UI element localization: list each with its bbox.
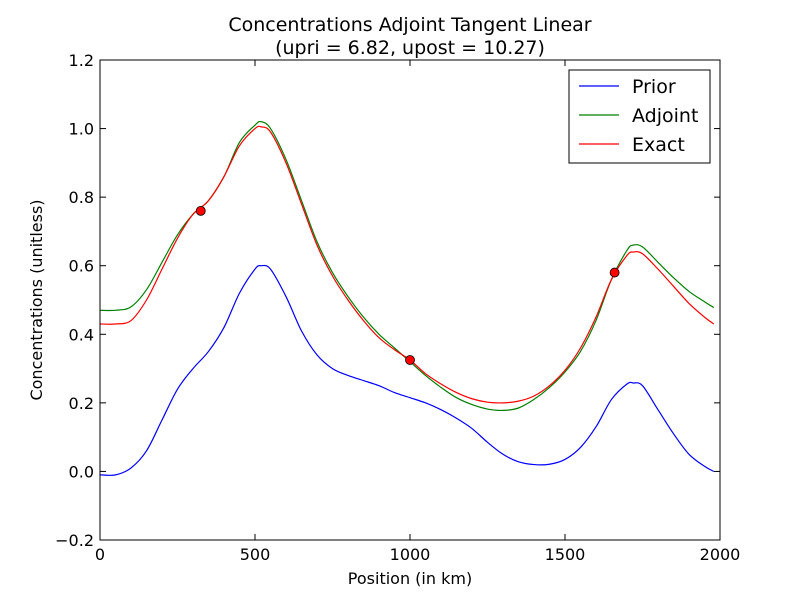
legend-label-adjoint: Adjoint (632, 105, 698, 127)
x-tick-label: 0 (95, 545, 105, 564)
x-axis-ticks: 0 500 1000 1500 2000 (95, 60, 740, 564)
y-tick-label: 0.8 (69, 188, 94, 207)
x-axis-label: Position (in km) (348, 569, 472, 588)
x-tick-label: 1000 (390, 545, 431, 564)
y-tick-label: 1.2 (69, 51, 94, 70)
series-line-prior (100, 264, 715, 476)
observation-point-2 (405, 355, 415, 365)
legend-label-exact: Exact (632, 134, 685, 156)
x-tick-label: 1500 (545, 545, 586, 564)
y-tick-label: 1.0 (69, 120, 94, 139)
x-tick-label: 500 (240, 545, 271, 564)
y-tick-label: 0.4 (69, 325, 94, 344)
y-axis-ticks: −0.2 0.0 0.2 0.4 0.6 0.8 1.0 1.2 (55, 51, 720, 550)
y-tick-label: 0.2 (69, 394, 94, 413)
y-tick-label: 0.6 (69, 257, 94, 276)
observation-point-3 (609, 267, 620, 278)
chart-title: Concentrations Adjoint Tangent Linear (228, 14, 591, 36)
y-axis-label: Concentrations (unitless) (27, 199, 46, 400)
y-tick-label: 0.0 (69, 462, 94, 481)
observations-layer (195, 205, 620, 365)
legend-label-prior: Prior (632, 76, 676, 98)
observation-point-1 (195, 205, 206, 216)
x-tick-label: 2000 (700, 545, 741, 564)
chart-subtitle: (upri = 6.82, upost = 10.27) (275, 37, 545, 59)
y-tick-label: −0.2 (55, 531, 94, 550)
legend: Prior Adjoint Exact (568, 69, 711, 164)
